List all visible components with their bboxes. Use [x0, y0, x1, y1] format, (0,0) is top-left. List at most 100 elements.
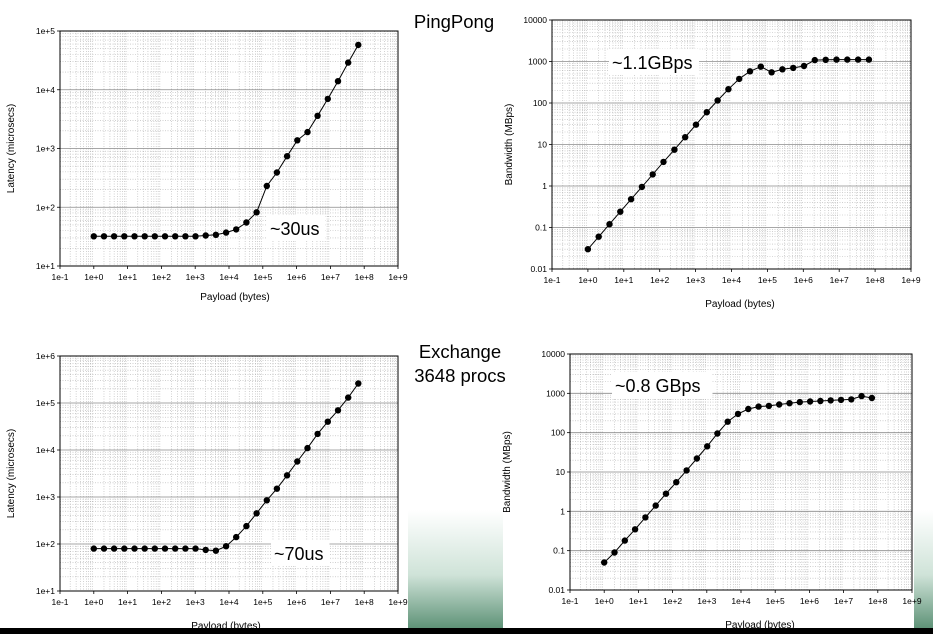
data-point	[734, 410, 742, 418]
pingpong-bandwidth-annotation: ~1.1GBps	[612, 53, 693, 73]
exchange-title-line2: 3648 procs	[414, 365, 506, 386]
y-tick-label: 1000	[528, 57, 547, 67]
y-tick-label: 10	[556, 467, 566, 477]
y-tick-label: 1e+3	[36, 144, 55, 154]
data-point	[638, 183, 646, 191]
data-point	[151, 545, 158, 552]
data-point	[294, 137, 301, 144]
x-tick-label: 1e-1	[51, 597, 68, 607]
x-tick-label: 1e+2	[152, 597, 171, 607]
exchange-latency-series-line	[93, 383, 359, 552]
data-point	[192, 233, 199, 240]
decorative-gradient-left	[408, 510, 503, 628]
data-point	[212, 231, 220, 238]
y-tick-label: 1e+5	[36, 26, 55, 36]
data-point	[682, 134, 689, 141]
y-tick-label: 0.1	[553, 546, 565, 556]
data-point	[848, 396, 855, 403]
pingpong-latency-grid	[60, 30, 398, 267]
y-tick-label: 0.01	[530, 264, 547, 274]
y-tick-label: 1e+2	[36, 539, 55, 549]
data-point	[243, 522, 250, 530]
x-tick-label: 1e+3	[697, 596, 716, 606]
data-point	[355, 41, 362, 49]
data-point	[202, 232, 209, 239]
data-point	[222, 543, 230, 550]
y-tick-label: 1	[542, 181, 547, 191]
data-point	[182, 233, 189, 240]
y-tick-label: 1e+5	[36, 398, 55, 408]
data-point	[692, 121, 700, 128]
data-point	[172, 545, 179, 552]
data-point	[601, 559, 608, 566]
data-point	[355, 380, 362, 387]
exchange-latency-x-axis-label: Payload (bytes)	[191, 621, 260, 632]
x-tick-label: 1e+6	[794, 275, 813, 285]
data-point	[844, 56, 851, 63]
x-tick-label: 1e+3	[186, 272, 205, 282]
x-tick-label: 1e-1	[543, 275, 560, 285]
data-point	[131, 545, 138, 552]
data-point	[283, 153, 291, 160]
data-point	[334, 78, 342, 85]
data-point	[141, 233, 148, 240]
data-point	[704, 443, 711, 450]
pingpong-bandwidth-grid	[552, 19, 911, 270]
x-tick-label: 1e+7	[321, 272, 340, 282]
data-point	[294, 458, 301, 465]
data-point	[786, 400, 793, 407]
x-tick-label: 1e+6	[287, 597, 306, 607]
data-point	[283, 472, 291, 479]
data-point	[755, 403, 762, 410]
x-tick-label: 1e+5	[253, 597, 272, 607]
annotation-background	[271, 540, 330, 566]
pingpong-latency-annotation: ~30us	[270, 219, 320, 239]
data-point	[827, 397, 834, 404]
x-tick-label: 1e+4	[219, 597, 238, 607]
x-tick-label: 1e+3	[186, 597, 205, 607]
x-tick-label: 1e+1	[118, 597, 137, 607]
data-point	[595, 233, 602, 240]
exchange-title-line1: Exchange	[418, 341, 502, 362]
data-point	[631, 526, 639, 533]
data-point	[90, 545, 98, 552]
y-tick-label: 1e+4	[36, 445, 55, 455]
data-point	[693, 455, 701, 462]
x-tick-label: 1e+5	[758, 275, 777, 285]
data-point	[652, 502, 659, 509]
y-tick-label: 1e+2	[36, 202, 55, 212]
data-point	[724, 418, 731, 425]
exchange-latency-plot-frame	[59, 355, 399, 592]
data-point	[642, 514, 649, 521]
data-point	[212, 547, 220, 554]
annotation-background	[609, 49, 699, 75]
data-point	[192, 545, 199, 552]
data-point	[100, 233, 108, 240]
data-point	[222, 229, 230, 236]
data-point	[627, 196, 635, 203]
x-tick-label: 1e+1	[614, 275, 633, 285]
x-tick-label: 1e+0	[595, 596, 614, 606]
pingpong-latency-chart: 1e-1 1e+0 1e+1 1e+2 1e+3 1e+4 1e+5 1e+6 1e+7 1e+8…	[6, 26, 408, 303]
x-tick-label: 1e+2	[650, 275, 669, 285]
y-tick-label: 1e+3	[36, 492, 55, 502]
x-tick-label: 1e+0	[578, 275, 597, 285]
data-point	[800, 62, 808, 70]
data-point	[779, 66, 786, 73]
exchange-title: Exchange 3648 procs	[405, 340, 515, 388]
data-point	[182, 545, 189, 552]
data-point	[273, 169, 281, 176]
data-point	[110, 233, 118, 240]
y-tick-label: 100	[551, 428, 565, 438]
exchange-latency-y-axis-label: Latency (microsecs)	[6, 429, 17, 518]
x-tick-label: 1e+4	[722, 275, 741, 285]
x-tick-label: 1e+0	[84, 597, 103, 607]
exchange-latency-grid	[60, 355, 398, 592]
data-point	[324, 95, 331, 103]
y-tick-label: 1e+4	[36, 85, 55, 95]
data-point	[746, 68, 754, 75]
x-tick-label: 1e+7	[834, 596, 853, 606]
data-point	[725, 86, 732, 93]
